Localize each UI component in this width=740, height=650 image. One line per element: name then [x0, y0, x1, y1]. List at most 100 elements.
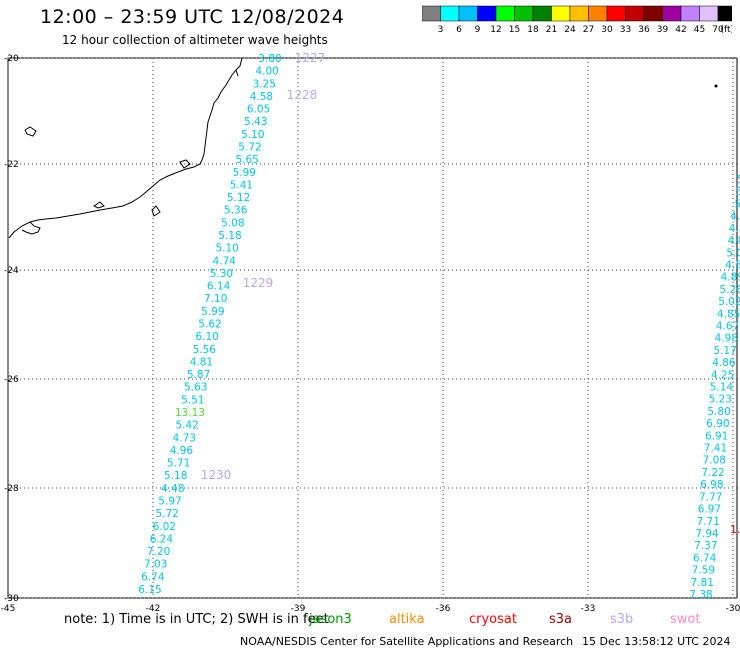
colorbar-label: 18	[527, 25, 539, 35]
wave-height-label: 5.02	[718, 296, 740, 308]
wave-height-label: 5.08	[221, 217, 244, 229]
coastline-bay	[21, 221, 41, 235]
wave-height-label: 5.30	[210, 268, 233, 280]
colorbar-label: 45	[694, 25, 705, 35]
colorbar-label: (ft)	[720, 25, 732, 35]
wave-height-label: 7.37	[694, 540, 717, 552]
colorbar-label: 30	[601, 25, 613, 35]
wave-height-label: 5.41	[230, 179, 253, 191]
wave-height-label: 4.67	[716, 320, 739, 332]
wave-height-label: 5.17	[713, 345, 736, 357]
pass-time-label: 1227	[295, 51, 326, 65]
pass-time-label: 1228	[287, 88, 318, 102]
map-title: 12:00 – 23:59 UTC 12/08/2024	[40, 6, 345, 28]
colorbar-label: 9	[475, 25, 481, 35]
pass-time-label: 1229	[243, 276, 274, 290]
island	[151, 205, 161, 217]
wave-height-label: 5.87	[187, 369, 210, 381]
wave-height-label: 5.56	[193, 344, 217, 356]
wave-height-label: 4.58	[250, 91, 273, 103]
colorbar-label: 24	[564, 25, 576, 35]
wave-height-label: 5.	[736, 186, 740, 198]
satellite-legend-s3a: s3a	[549, 612, 573, 627]
wave-height-label: 5.23	[709, 394, 732, 406]
latitude-label: -22	[4, 160, 19, 170]
longitude-label: -33	[581, 604, 596, 614]
colorbar-label: 70	[712, 25, 724, 35]
wave-height-label: 6.24	[150, 533, 174, 545]
wave-height-label: 5.51	[181, 394, 204, 406]
wave-height-label: 5.12	[227, 192, 250, 204]
wave-height-label: 6.14	[207, 281, 231, 293]
colorbar-label: 27	[583, 25, 594, 35]
wave-height-label: 3.25	[253, 78, 276, 90]
wave-height-label: 4.8	[730, 211, 740, 223]
wave-height-label: 7.81	[691, 577, 714, 589]
wave-height-label: 5.43	[244, 116, 267, 128]
wave-height-label: 5.18	[164, 470, 187, 482]
satellite-legend-cryosat: cryosat	[469, 612, 517, 627]
wave-height-label: 5.65	[235, 154, 258, 166]
wave-height-label: 5.99	[201, 306, 224, 318]
wave-height-label: 5.62	[198, 319, 221, 331]
wave-height-label: 7.41	[704, 443, 727, 455]
wave-height-label: 4.48	[161, 483, 184, 495]
wave-height-label: 4.8	[728, 235, 740, 247]
island	[179, 159, 191, 169]
latitude-label: -24	[4, 266, 19, 276]
wave-height-label: 6.74	[693, 552, 717, 564]
coastline	[8, 57, 243, 239]
wave-height-label: 7.20	[147, 546, 170, 558]
wave-height-label: 5.97	[158, 496, 181, 508]
satellite-legend-s3b: s3b	[610, 612, 634, 627]
wave-height-label: 6.15	[138, 584, 161, 596]
wave-height-label: 4.8	[729, 223, 740, 235]
colorbar-label: 12	[490, 25, 501, 35]
wave-height-label: 6.10	[195, 331, 218, 343]
wave-height-label: 6.02	[153, 521, 176, 533]
pass-time-label: 1230	[201, 468, 232, 482]
colorbar-label: 6	[456, 25, 462, 35]
colorbar-label: 15	[509, 25, 520, 35]
wave-height-label: 7.71	[697, 516, 720, 528]
footnote: note: 1) Time is in UTC; 2) SWH is in fe…	[64, 612, 329, 627]
wave-height-label: 5.10	[241, 129, 264, 141]
colorbar-label: 21	[546, 25, 557, 35]
credit-line: NOAA/NESDIS Center for Satellite Applica…	[240, 635, 574, 648]
timestamp: 15 Dec 13:58:12 UTC 2024	[582, 635, 731, 648]
latitude-label: -26	[4, 375, 19, 385]
wave-height-label: 4.73	[173, 432, 196, 444]
wave-height-label: 13.13	[175, 407, 205, 419]
latitude-label: -20	[4, 54, 19, 64]
wave-height-label: 7.22	[701, 467, 724, 479]
colorbar-label: 33	[620, 25, 631, 35]
wave-height-label: 4.00	[255, 66, 278, 78]
wave-height-label: 4.25	[711, 369, 734, 381]
wave-height-label: 5.63	[184, 382, 207, 394]
wave-height-label: 5.14	[710, 382, 734, 394]
wave-height-label: 5.72	[155, 508, 178, 520]
wave-height-label: 7.10	[204, 293, 227, 305]
wave-height-label: 1.	[730, 523, 740, 536]
wave-height-label: 7.03	[144, 559, 167, 571]
wave-height-label: 5.99	[233, 167, 256, 179]
island	[93, 201, 105, 209]
wave-height-label: 6.98	[700, 479, 723, 491]
wave-height-label: 5.0	[726, 247, 740, 259]
satellite-legend-jason3: jason3	[309, 612, 352, 627]
island-dot	[714, 84, 718, 88]
island	[24, 126, 37, 137]
longitude-label: -45	[1, 604, 16, 614]
latitude-label: -30	[4, 594, 19, 604]
wave-height-label: 6.90	[706, 418, 729, 430]
wave-height-label: 5.71	[167, 458, 190, 470]
satellite-legend-altika: altika	[389, 612, 425, 627]
longitude-label: -36	[436, 604, 451, 614]
wave-height-label: 7.94	[695, 528, 719, 540]
wave-height-label: 4.98	[715, 333, 738, 345]
colorbar-label: 42	[675, 25, 686, 35]
wave-height-label: 5.36	[224, 205, 248, 217]
wave-height-label: 5.	[737, 174, 740, 186]
